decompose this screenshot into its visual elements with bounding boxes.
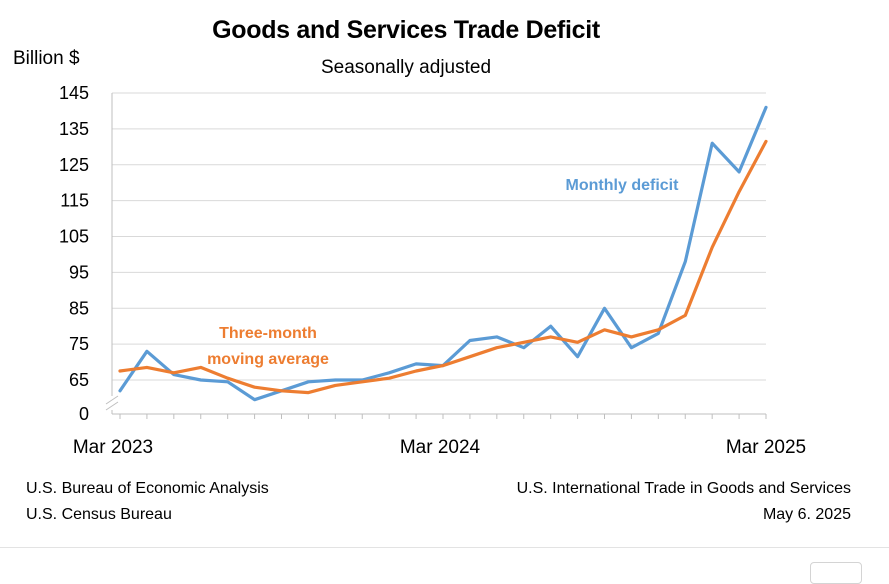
moving-average-label: Three-month — [219, 325, 317, 342]
axes — [105, 93, 767, 419]
source-bea: U.S. Bureau of Economic Analysis — [26, 480, 269, 497]
y-tick-label: 85 — [69, 298, 89, 318]
release-date: May 6. 2025 — [762, 506, 851, 523]
y-tick-label: 145 — [59, 83, 89, 103]
source-census: U.S. Census Bureau — [26, 506, 172, 523]
report-name: U.S. International Trade in Goods and Se… — [516, 480, 851, 497]
x-tick-label: Mar 2025 — [726, 437, 806, 458]
series-labels: Monthly deficit Three-month moving average — [207, 177, 679, 368]
y-tick-label: 135 — [59, 119, 89, 139]
chart-title: Goods and Services Trade Deficit — [212, 16, 600, 44]
y-tick-label: 75 — [69, 334, 89, 354]
y-axis-unit-label: Billion $ — [13, 48, 80, 69]
y-tick-label: 95 — [69, 262, 89, 282]
y-tick-labels: 145 135 125 115 105 95 85 75 65 0 — [59, 83, 89, 424]
moving-average-label: moving average — [207, 351, 329, 368]
source-left: U.S. Bureau of Economic Analysis U.S. Ce… — [26, 476, 269, 528]
y-tick-label: 115 — [60, 191, 89, 211]
series-lines — [118, 105, 768, 402]
y-tick-label: 0 — [79, 404, 89, 424]
gridlines — [112, 92, 766, 381]
x-tick-labels: Mar 2023 Mar 2024 Mar 2025 — [73, 437, 806, 458]
chart-subtitle: Seasonally adjusted — [320, 57, 492, 78]
x-tick-label: Mar 2023 — [73, 437, 153, 458]
x-tick-label: Mar 2024 — [400, 437, 481, 458]
y-tick-label: 105 — [59, 227, 89, 247]
source-right: U.S. International Trade in Goods and Se… — [517, 476, 851, 528]
moving-average-line — [118, 139, 768, 395]
axis-break-mark — [105, 395, 119, 411]
y-tick-label: 65 — [69, 370, 89, 390]
expand-button[interactable] — [810, 562, 862, 584]
monthly-deficit-label: Monthly deficit — [566, 177, 680, 194]
y-tick-label: 125 — [59, 155, 89, 175]
divider — [0, 547, 889, 548]
